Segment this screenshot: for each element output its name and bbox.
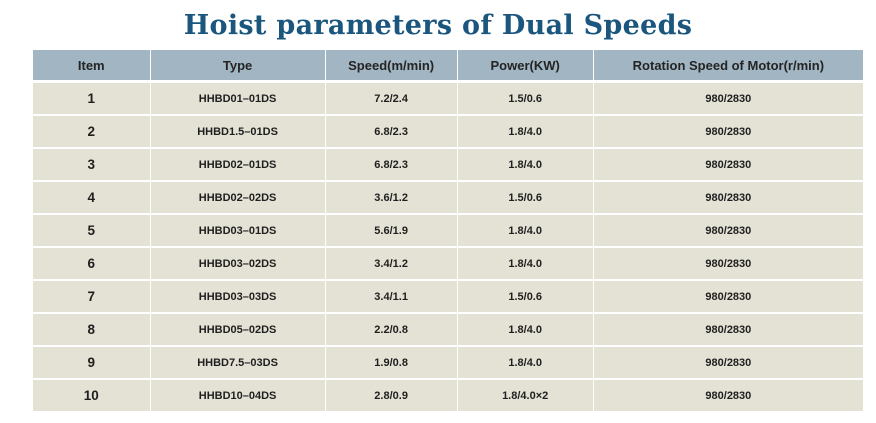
- column-header-speed: Speed(m/min): [325, 50, 458, 83]
- cell-power: 1.8/4.0: [457, 115, 594, 149]
- cell-rotation: 980/2830: [593, 247, 863, 281]
- table-row: 10 HHBD10–04DS 2.8/0.9 1.8/4.0×2 980/283…: [33, 379, 863, 413]
- cell-speed: 6.8/2.3: [325, 115, 458, 149]
- cell-type: HHBD01–01DS: [150, 81, 326, 116]
- cell-item: 9: [33, 346, 151, 380]
- table-row: 2 HHBD1.5–01DS 6.8/2.3 1.8/4.0 980/2830: [33, 115, 863, 149]
- page-title: Hoist parameters of Dual Speeds: [183, 10, 693, 41]
- cell-speed: 5.6/1.9: [325, 214, 458, 248]
- cell-power: 1.8/4.0: [457, 346, 594, 380]
- cell-power: 1.8/4.0: [457, 313, 594, 347]
- cell-power: 1.8/4.0: [457, 247, 594, 281]
- column-header-item: Item: [33, 50, 151, 83]
- table-row: 6 HHBD03–02DS 3.4/1.2 1.8/4.0 980/2830: [33, 247, 863, 281]
- cell-power: 1.8/4.0×2: [457, 379, 594, 413]
- cell-type: HHBD05–02DS: [150, 313, 326, 347]
- cell-rotation: 980/2830: [593, 81, 863, 116]
- cell-power: 1.5/0.6: [457, 181, 594, 215]
- cell-type: HHBD02–02DS: [150, 181, 326, 215]
- table-row: 9 HHBD7.5–03DS 1.9/0.8 1.8/4.0 980/2830: [33, 346, 863, 380]
- hoist-parameters-table: Item Type Speed(m/min) Power(KW) Rotatio…: [33, 50, 863, 413]
- cell-power: 1.8/4.0: [457, 214, 594, 248]
- cell-speed: 1.9/0.8: [325, 346, 458, 380]
- table-row: 1 HHBD01–01DS 7.2/2.4 1.5/0.6 980/2830: [33, 81, 863, 116]
- cell-item: 8: [33, 313, 151, 347]
- column-header-type: Type: [150, 50, 326, 83]
- table-row: 8 HHBD05–02DS 2.2/0.8 1.8/4.0 980/2830: [33, 313, 863, 347]
- column-header-power: Power(KW): [457, 50, 594, 83]
- cell-speed: 3.4/1.1: [325, 280, 458, 314]
- cell-rotation: 980/2830: [593, 181, 863, 215]
- cell-speed: 2.8/0.9: [325, 379, 458, 413]
- cell-rotation: 980/2830: [593, 214, 863, 248]
- cell-rotation: 980/2830: [593, 280, 863, 314]
- cell-item: 2: [33, 115, 151, 149]
- cell-rotation: 980/2830: [593, 115, 863, 149]
- cell-type: HHBD03–01DS: [150, 214, 326, 248]
- cell-type: HHBD10–04DS: [150, 379, 326, 413]
- cell-speed: 6.8/2.3: [325, 148, 458, 182]
- cell-speed: 3.4/1.2: [325, 247, 458, 281]
- cell-type: HHBD1.5–01DS: [150, 115, 326, 149]
- cell-speed: 3.6/1.2: [325, 181, 458, 215]
- table-row: 4 HHBD02–02DS 3.6/1.2 1.5/0.6 980/2830: [33, 181, 863, 215]
- cell-rotation: 980/2830: [593, 346, 863, 380]
- cell-item: 4: [33, 181, 151, 215]
- table-row: 5 HHBD03–01DS 5.6/1.9 1.8/4.0 980/2830: [33, 214, 863, 248]
- cell-speed: 7.2/2.4: [325, 81, 458, 116]
- cell-rotation: 980/2830: [593, 148, 863, 182]
- cell-power: 1.5/0.6: [457, 280, 594, 314]
- table-header-row: Item Type Speed(m/min) Power(KW) Rotatio…: [33, 50, 863, 83]
- cell-item: 10: [33, 379, 151, 413]
- table-row: 3 HHBD02–01DS 6.8/2.3 1.8/4.0 980/2830: [33, 148, 863, 182]
- column-header-rotation-speed: Rotation Speed of Motor(r/min): [593, 50, 863, 83]
- cell-item: 6: [33, 247, 151, 281]
- cell-type: HHBD7.5–03DS: [150, 346, 326, 380]
- cell-rotation: 980/2830: [593, 313, 863, 347]
- table-row: 7 HHBD03–03DS 3.4/1.1 1.5/0.6 980/2830: [33, 280, 863, 314]
- cell-type: HHBD02–01DS: [150, 148, 326, 182]
- cell-power: 1.8/4.0: [457, 148, 594, 182]
- cell-item: 3: [33, 148, 151, 182]
- cell-speed: 2.2/0.8: [325, 313, 458, 347]
- cell-type: HHBD03–02DS: [150, 247, 326, 281]
- cell-item: 5: [33, 214, 151, 248]
- cell-rotation: 980/2830: [593, 379, 863, 413]
- cell-item: 7: [33, 280, 151, 314]
- cell-item: 1: [33, 81, 151, 116]
- cell-power: 1.5/0.6: [457, 81, 594, 116]
- cell-type: HHBD03–03DS: [150, 280, 326, 314]
